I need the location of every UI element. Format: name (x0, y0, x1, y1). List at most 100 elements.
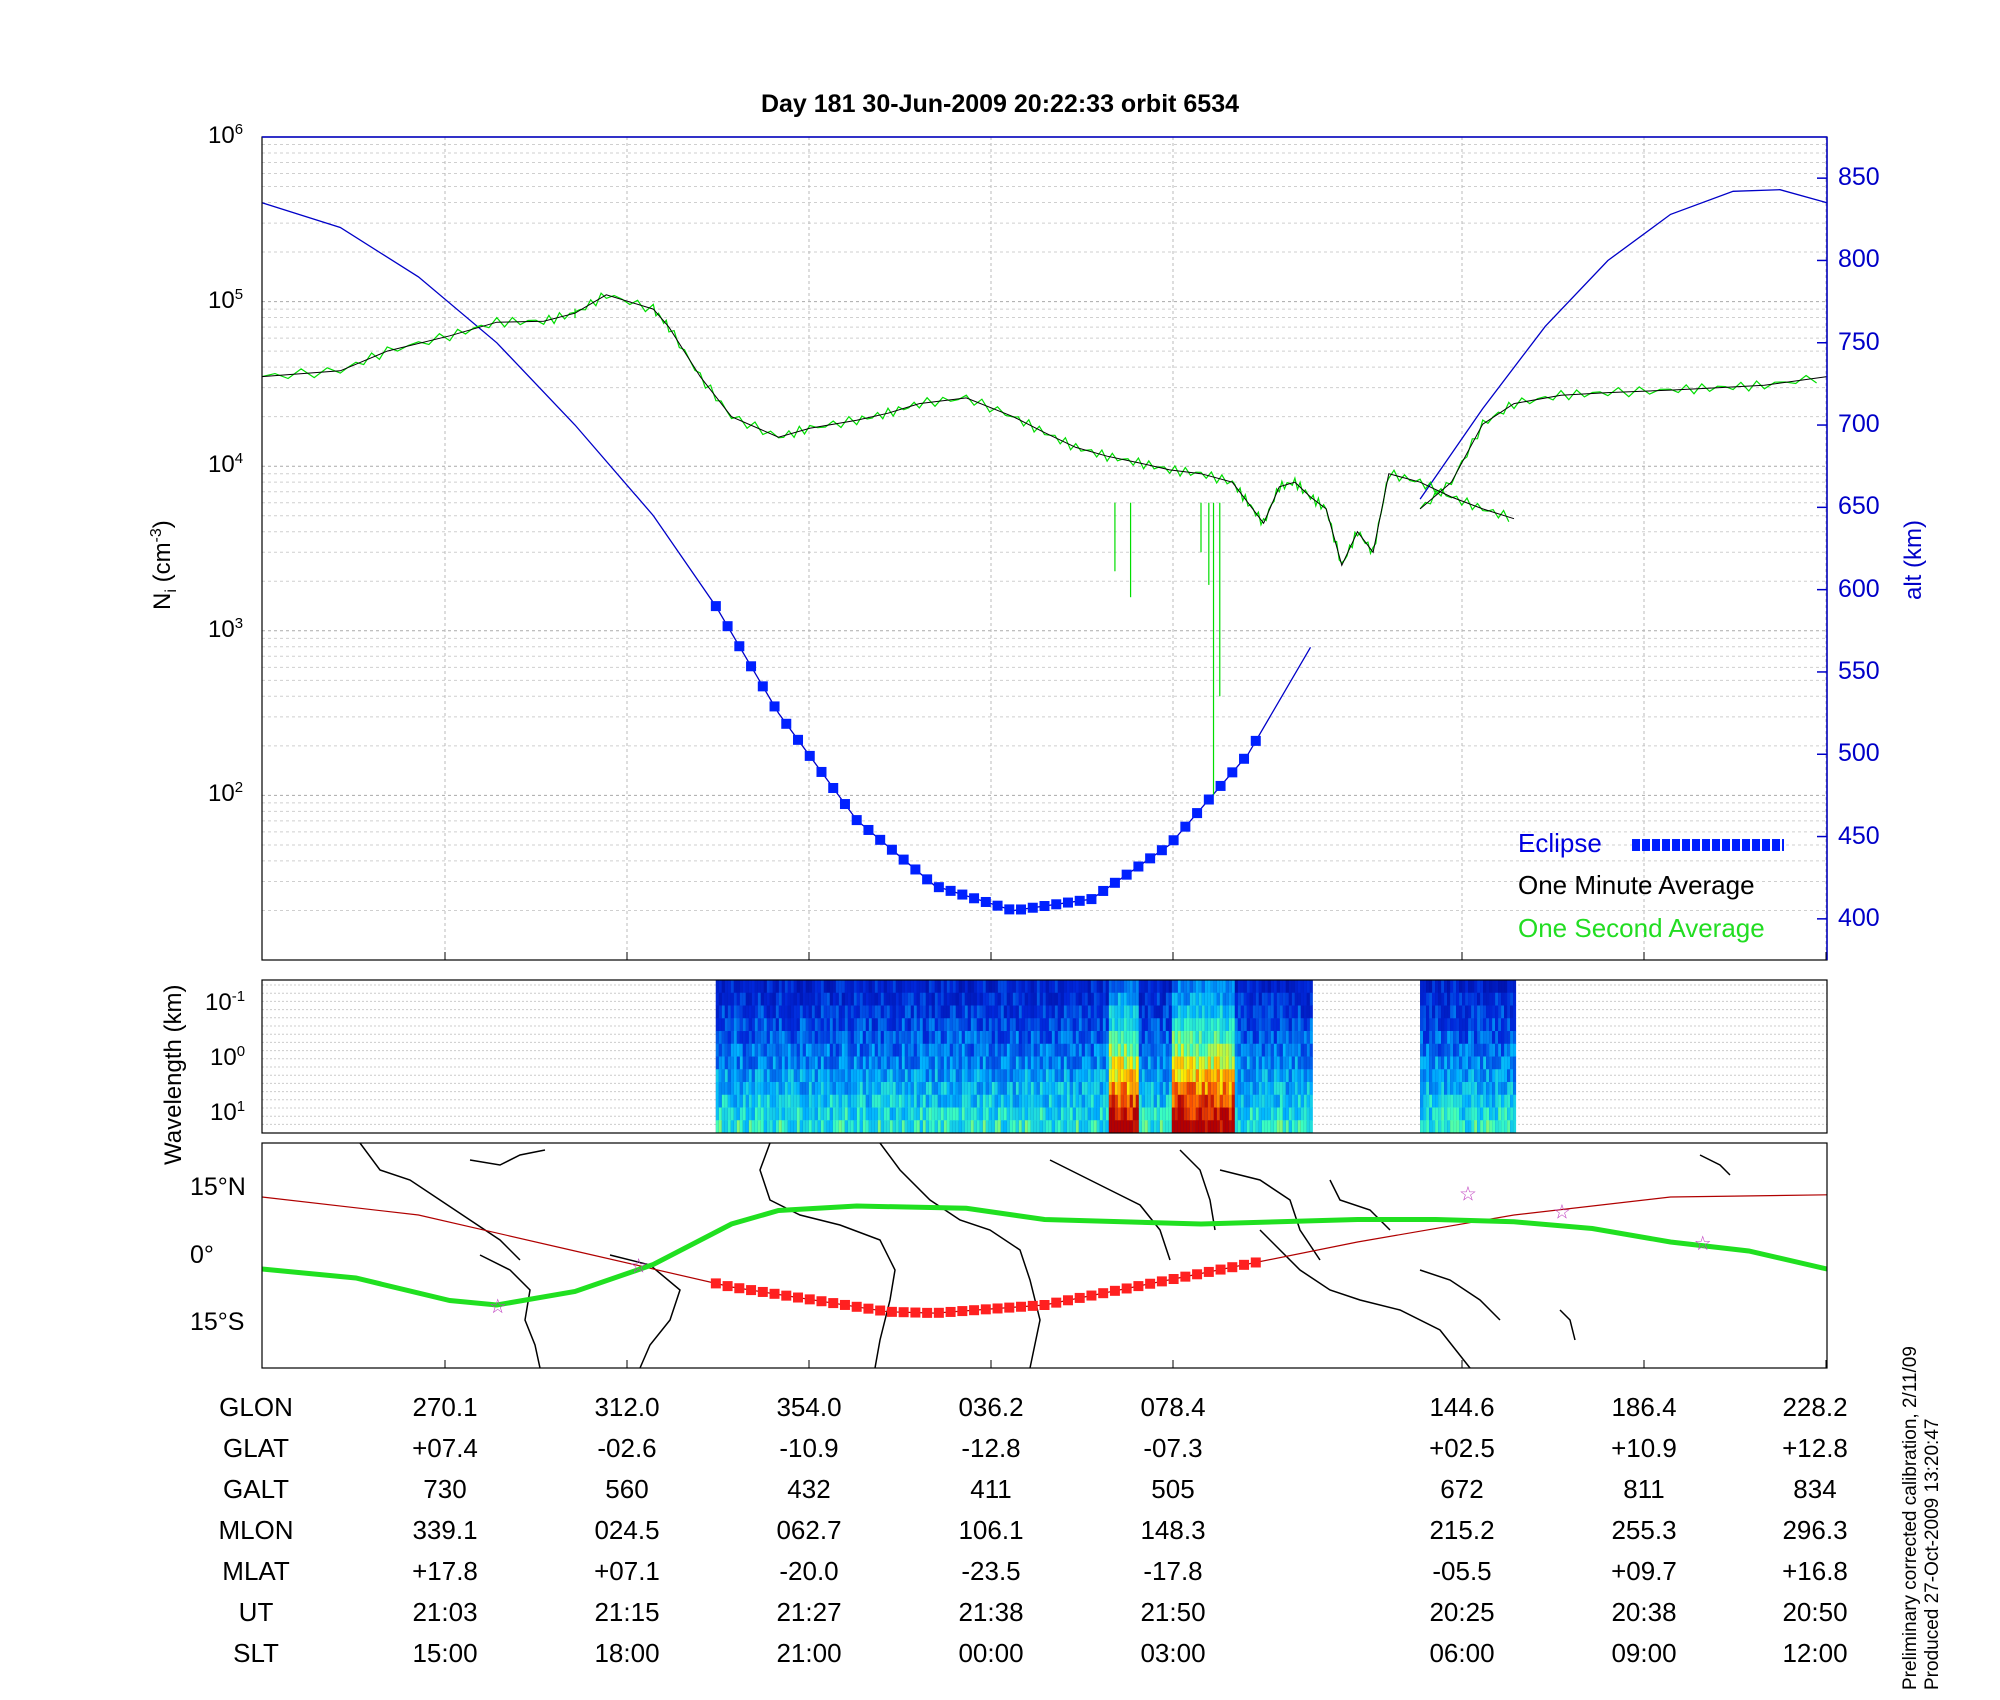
spectrogram-cell (859, 1107, 863, 1121)
spectrogram-cell (751, 1056, 755, 1070)
table-cell: +07.4 (412, 1433, 478, 1463)
spectrogram-cell (715, 1082, 719, 1096)
spectrogram-cell (751, 980, 755, 994)
map-eclipse-marker (804, 1294, 815, 1305)
spectrogram-cell (1075, 1043, 1079, 1057)
spectrogram-cell (886, 1107, 890, 1121)
spectrogram-cell (793, 1056, 797, 1070)
one-minute-average-line-pass2 (1419, 376, 1828, 510)
spectrogram-cell (940, 1005, 944, 1019)
spectrogram-cell (1267, 1043, 1271, 1057)
spectrogram-cell (805, 1094, 809, 1108)
spectrogram-cell (1486, 1056, 1490, 1070)
spectrogram-cell (883, 1018, 887, 1032)
spectrogram-cell (1207, 1107, 1211, 1121)
spectrogram-cell (1030, 980, 1034, 994)
spectrogram-cell (742, 1031, 746, 1045)
spectrogram-cell (1036, 1043, 1040, 1057)
spectrogram-cell (1147, 1056, 1151, 1070)
spectrogram-cell (1276, 1056, 1280, 1070)
spectrogram-cell (973, 1107, 977, 1121)
spectrogram-cell (739, 1069, 743, 1083)
spectrogram-cell (1444, 1069, 1448, 1083)
spectrogram-cell (838, 1107, 842, 1121)
spectrogram-cell (844, 1082, 848, 1096)
spectrogram-cell (1177, 1043, 1181, 1057)
spectrogram-cell (1075, 1005, 1079, 1019)
spectrogram-cell (763, 1005, 767, 1019)
spectrogram-cell (784, 1069, 788, 1083)
spectrogram-cell (1135, 1056, 1139, 1070)
spectrogram-cell (1279, 992, 1283, 1006)
spectrogram-cell (1102, 1082, 1106, 1096)
map-eclipse-marker (1027, 1300, 1038, 1311)
spectrogram-cell (1108, 1005, 1112, 1019)
spectrogram-cell (1255, 1043, 1259, 1057)
spectrogram-cell (778, 1031, 782, 1045)
spectrogram-cell (886, 1082, 890, 1096)
spectrogram-cell (1309, 1005, 1313, 1019)
spectrogram-cell (859, 1082, 863, 1096)
spectrogram-cell (736, 1107, 740, 1121)
spectrogram-cell (1246, 1094, 1250, 1108)
spectrogram-cell (934, 1056, 938, 1070)
spectrogram-cell (913, 1120, 917, 1134)
spectrogram-cell (715, 992, 719, 1006)
spectrogram-cell (1051, 1094, 1055, 1108)
spectrogram-cell (1051, 1031, 1055, 1045)
spectrogram-cell (1309, 1107, 1313, 1121)
spectrogram-cell (1471, 1069, 1475, 1083)
spectrogram-cell (1309, 1069, 1313, 1083)
spectrogram-cell (1264, 1043, 1268, 1057)
spectrogram-cell (1513, 1018, 1517, 1032)
spectrogram-cell (1456, 1094, 1460, 1108)
spectrogram-cell (1015, 1107, 1019, 1121)
spectrogram-cell (862, 1018, 866, 1032)
spectrogram-cell (1492, 1120, 1496, 1134)
spectrogram-cell (808, 1094, 812, 1108)
eclipse-marker (1145, 853, 1156, 864)
one-second-average-line (261, 292, 1510, 564)
spectrogram-cell (1273, 1031, 1277, 1045)
spectrogram-cell (1141, 1069, 1145, 1083)
spectrogram-cell (1222, 1107, 1226, 1121)
spectrogram-cell (1303, 1056, 1307, 1070)
spectrogram-cell (1072, 1031, 1076, 1045)
spectrogram-cell (1156, 992, 1160, 1006)
spectrogram-cell (751, 1069, 755, 1083)
spectrogram-cell (1150, 1120, 1154, 1134)
spectrogram-cell (1225, 1043, 1229, 1057)
spectrogram-cell (1147, 1094, 1151, 1108)
spectrogram-cell (1291, 1094, 1295, 1108)
table-cell: -10.9 (779, 1433, 839, 1463)
spectrogram-cell (775, 1082, 779, 1096)
spectrogram-cell (802, 1107, 806, 1121)
spectrogram-cell (1228, 1005, 1232, 1019)
spectrogram-cell (1267, 1018, 1271, 1032)
spectrogram-cell (1480, 1005, 1484, 1019)
spectrogram-cell (1216, 1056, 1220, 1070)
spectrogram-cell (937, 1005, 941, 1019)
spectrogram-cell (745, 992, 749, 1006)
spectrogram-cell (802, 1005, 806, 1019)
map-eclipse-marker (1004, 1302, 1015, 1313)
spectrogram-cell (1198, 1107, 1202, 1121)
spectrogram-cell (1165, 1082, 1169, 1096)
eclipse-marker (1180, 821, 1191, 832)
spectrogram-cell (1504, 1005, 1508, 1019)
spectrogram-cell (1492, 1018, 1496, 1032)
spectrogram-cell (802, 1031, 806, 1045)
spectrogram-cell (823, 1043, 827, 1057)
spectrogram-cell (973, 1082, 977, 1096)
spectrogram-cell (832, 1107, 836, 1121)
spectrogram-cell (1036, 1005, 1040, 1019)
spectrogram-cell (1105, 1069, 1109, 1083)
spectrogram-cell (730, 1031, 734, 1045)
spectrogram-cell (1195, 1107, 1199, 1121)
spectrogram-cell (910, 992, 914, 1006)
spectrogram-cell (1201, 1094, 1205, 1108)
spectrogram-cell (1144, 1031, 1148, 1045)
spectrogram-cell (1252, 1031, 1256, 1045)
spectrogram-cell (1444, 1005, 1448, 1019)
spectrogram-cell (1513, 1031, 1517, 1045)
